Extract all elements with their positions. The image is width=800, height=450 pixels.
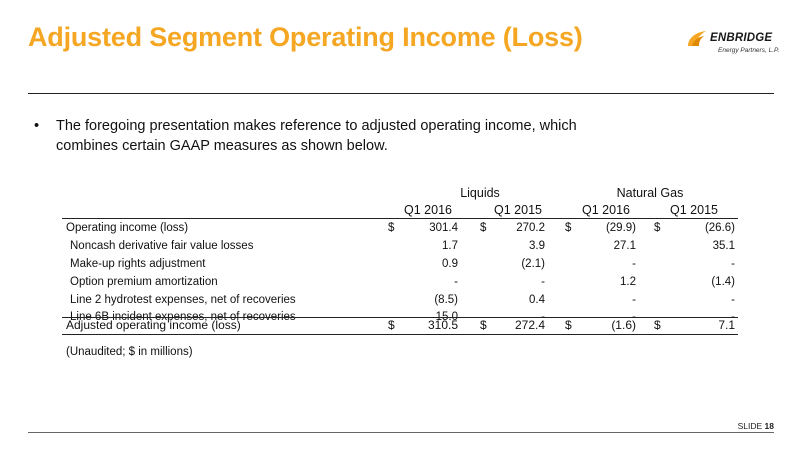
cell-value: 270.2 [516,222,545,234]
cell-value: (8.5) [434,294,458,306]
row-label: Noncash derivative fair value losses [70,240,254,252]
currency-symbol: $ [480,318,487,332]
subtotal-rule [62,317,738,318]
total-value: (1.6) [611,318,636,332]
currency-symbol: $ [388,222,395,234]
bullet-point: • The foregoing presentation makes refer… [34,116,594,156]
currency-symbol: $ [388,318,395,332]
slide-label: SLIDE [737,421,763,431]
column-header: Q1 2016 [582,203,630,217]
column-header: Q1 2015 [494,203,542,217]
total-value: 310.5 [427,318,458,332]
cell-value: 3.9 [529,240,545,252]
cell-value: 35.1 [712,240,735,252]
header-rule [62,218,738,219]
currency-symbol: $ [565,318,572,332]
cell-value: 1.7 [442,240,458,252]
column-header: Q1 2016 [404,203,452,217]
cell-value: (29.9) [605,222,636,234]
cell-value: - [541,276,545,288]
cell-value: 27.1 [613,240,636,252]
total-label: Adjusted operating income (loss) [66,318,241,332]
footer-divider [28,432,774,433]
row-label: Option premium amortization [70,276,218,288]
row-label: Operating income (loss) [66,222,189,234]
cell-value: (2.1) [521,258,545,270]
total-value: 7.1 [718,318,735,332]
currency-symbol: $ [565,222,572,234]
cell-value: - [454,276,458,288]
group-header-natural-gas: Natural Gas [616,186,684,200]
cell-value: 0.9 [442,258,458,270]
cell-value: - [731,294,735,306]
cell-value: 0.4 [529,294,545,306]
logo-name: ENBRIDGE [710,32,773,44]
cell-value: - [632,294,636,306]
cell-value: (1.4) [711,276,735,288]
currency-symbol: $ [480,222,487,234]
logo-subtitle: Energy Partners, L.P. [718,47,780,54]
table-note: (Unaudited; $ in millions) [66,346,193,358]
cell-value: - [731,258,735,270]
currency-symbol: $ [654,318,661,332]
bullet-glyph: • [34,118,40,134]
slide-number-value: 18 [764,421,774,431]
row-label: Line 2 hydrotest expenses, net of recove… [70,294,296,306]
currency-symbol: $ [654,222,661,234]
group-header-liquids: Liquids [460,186,500,200]
cell-value: 301.4 [429,222,458,234]
cell-value: (26.6) [704,222,735,234]
slide-number: SLIDE 18 [738,421,774,431]
cell-value: 1.2 [620,276,636,288]
enbridge-flame-icon [688,31,706,46]
header-divider [28,93,774,94]
page-title: Adjusted Segment Operating Income (Loss) [28,22,583,52]
total-rule [62,334,738,335]
row-label: Make-up rights adjustment [70,258,206,270]
enbridge-logo: ENBRIDGE Energy Partners, L.P. [684,28,784,62]
column-header: Q1 2015 [670,203,718,217]
cell-value: - [632,258,636,270]
total-value: 272.4 [514,318,545,332]
bullet-text: The foregoing presentation makes referen… [56,118,577,154]
